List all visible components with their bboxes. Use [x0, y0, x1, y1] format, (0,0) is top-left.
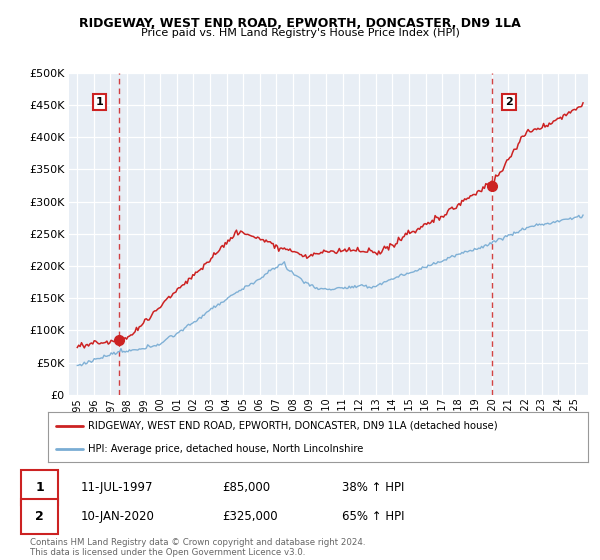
- Text: 1: 1: [95, 97, 103, 107]
- Text: Contains HM Land Registry data © Crown copyright and database right 2024.
This d: Contains HM Land Registry data © Crown c…: [30, 538, 365, 557]
- Text: RIDGEWAY, WEST END ROAD, EPWORTH, DONCASTER, DN9 1LA: RIDGEWAY, WEST END ROAD, EPWORTH, DONCAS…: [79, 17, 521, 30]
- Text: 2: 2: [35, 510, 44, 523]
- Text: £85,000: £85,000: [222, 480, 270, 494]
- Text: 2: 2: [505, 97, 513, 107]
- Text: 1: 1: [35, 480, 44, 494]
- Text: RIDGEWAY, WEST END ROAD, EPWORTH, DONCASTER, DN9 1LA (detached house): RIDGEWAY, WEST END ROAD, EPWORTH, DONCAS…: [89, 421, 498, 431]
- Text: 11-JUL-1997: 11-JUL-1997: [81, 480, 154, 494]
- Text: £325,000: £325,000: [222, 510, 278, 523]
- Text: 10-JAN-2020: 10-JAN-2020: [81, 510, 155, 523]
- Text: 38% ↑ HPI: 38% ↑ HPI: [342, 480, 404, 494]
- Text: HPI: Average price, detached house, North Lincolnshire: HPI: Average price, detached house, Nort…: [89, 445, 364, 454]
- Text: 65% ↑ HPI: 65% ↑ HPI: [342, 510, 404, 523]
- Text: Price paid vs. HM Land Registry's House Price Index (HPI): Price paid vs. HM Land Registry's House …: [140, 28, 460, 38]
